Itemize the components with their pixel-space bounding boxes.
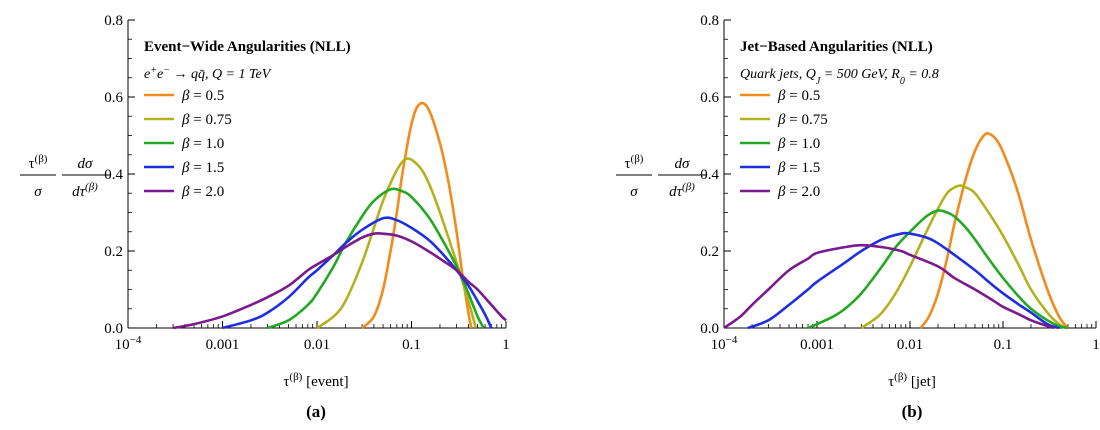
series-line-1 [361, 101, 473, 329]
series-line-3 [807, 209, 1069, 329]
series-line-3 [267, 187, 485, 329]
ylabel-a-bottom: σ [34, 184, 42, 200]
ylabel-a-dtau: dτ(β) [72, 181, 98, 200]
legend-label-4: β = 1.5 [777, 160, 820, 176]
legend-label-2: β = 0.75 [777, 112, 828, 128]
x-tick-label: 0.01 [897, 337, 923, 353]
series-line-5 [172, 232, 507, 329]
y-tick-label: 0.0 [700, 321, 719, 337]
series-line-1 [919, 132, 1070, 329]
legend-label-5: β = 2.0 [777, 184, 820, 200]
y-tick-label: 0.4 [700, 167, 719, 183]
legend-label-1: β = 0.5 [181, 88, 224, 104]
x-tick-label: 0.01 [304, 337, 330, 353]
legend-label-4: β = 1.5 [181, 160, 224, 176]
y-tick-label: 0.8 [104, 13, 123, 29]
series-line-2 [860, 184, 1069, 329]
ylabel-b-dtau: dτ(β) [669, 181, 695, 200]
legend-label-1: β = 0.5 [777, 88, 820, 104]
y-tick-label: 0.0 [104, 321, 123, 337]
legend-label-2: β = 0.75 [181, 112, 232, 128]
ylabel-a-dsigma: dσ [78, 156, 94, 172]
x-tick-label: 1 [1092, 337, 1100, 353]
title-b: Jet−Based Angularities (NLL) [740, 39, 933, 55]
y-tick-label: 0.6 [104, 90, 123, 106]
legend-label-3: β = 1.0 [181, 136, 224, 152]
x-tick-label: 0.1 [402, 337, 421, 353]
x-tick-label: 0.001 [800, 337, 834, 353]
subtitle-b: Quark jets, QJ = 500 GeV, R0 = 0.8 [740, 67, 939, 87]
series-line-5 [724, 243, 1054, 329]
legend-label-5: β = 2.0 [181, 184, 224, 200]
subtitle-a: e+e− → qq̄, Q = 1 TeV [144, 65, 272, 83]
y-tick-label: 0.2 [700, 244, 719, 260]
title-a: Event−Wide Angularities (NLL) [144, 39, 351, 55]
series-line-4 [222, 216, 493, 329]
panel-a: τ(β) σ dσ dτ(β) τ(β) [event] (a) Event−W… [20, 13, 510, 421]
x-tick-label: 0.1 [994, 337, 1013, 353]
x-tick-label: 10−4 [115, 334, 142, 353]
y-tick-label: 0.2 [104, 244, 123, 260]
ylabel-b-dsigma: dσ [675, 156, 691, 172]
xlabel-b: τ(β) [jet] [888, 371, 936, 390]
x-tick-label: 0.001 [206, 337, 240, 353]
ylabel-a-top: τ(β) [29, 153, 48, 172]
x-tick-label: 10−4 [711, 334, 738, 353]
ylabel-b-top: τ(β) [625, 153, 644, 172]
panel-b: τ(β) σ dσ dτ(β) τ(β) [jet] (b) Jet−Based… [616, 13, 1100, 421]
series-line-4 [747, 231, 1060, 329]
caption-b: (b) [902, 402, 923, 421]
y-tick-label: 0.4 [104, 167, 123, 183]
legend-label-3: β = 1.0 [777, 136, 820, 152]
y-tick-label: 0.6 [700, 90, 719, 106]
y-tick-label: 0.8 [700, 13, 719, 29]
series-line-2 [316, 157, 478, 329]
xlabel-a: τ(β) [event] [283, 371, 348, 390]
ylabel-b-bottom: σ [630, 184, 638, 200]
x-tick-label: 1 [502, 337, 510, 353]
caption-a: (a) [306, 402, 326, 421]
